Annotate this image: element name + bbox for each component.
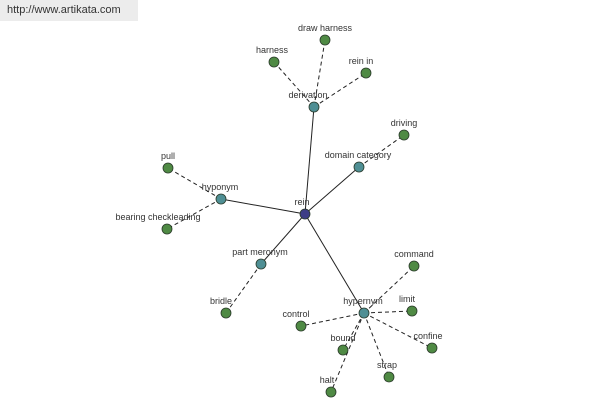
relation-edge bbox=[304, 213, 365, 314]
term-label: strap bbox=[377, 360, 397, 370]
term-edge bbox=[225, 263, 262, 314]
relation-node bbox=[255, 258, 267, 270]
center-node bbox=[299, 208, 311, 220]
term-label: pull bbox=[161, 151, 175, 161]
term-node bbox=[406, 305, 418, 317]
relation-label: part meronym bbox=[232, 247, 288, 257]
term-edge bbox=[313, 39, 326, 108]
relation-edge bbox=[304, 106, 315, 215]
term-node bbox=[162, 162, 174, 174]
term-node bbox=[426, 342, 438, 354]
term-edge bbox=[273, 61, 315, 108]
term-node bbox=[337, 344, 349, 356]
relation-label: hypernym bbox=[343, 296, 383, 306]
term-node bbox=[408, 260, 420, 272]
header: http://www.artikata.com bbox=[0, 0, 138, 21]
term-edge bbox=[363, 310, 413, 314]
relation-node bbox=[215, 193, 227, 205]
relation-node bbox=[353, 161, 365, 173]
term-label: limit bbox=[399, 294, 415, 304]
center-label: rein bbox=[294, 197, 309, 207]
term-label: command bbox=[394, 249, 434, 259]
term-node bbox=[360, 67, 372, 79]
term-node bbox=[220, 307, 232, 319]
term-label: halt bbox=[320, 375, 335, 385]
term-node bbox=[268, 56, 280, 68]
term-edge bbox=[363, 312, 433, 349]
relation-edge bbox=[304, 166, 360, 215]
relation-label: derivation bbox=[288, 90, 327, 100]
term-edge bbox=[363, 265, 415, 314]
term-label: control bbox=[282, 309, 309, 319]
term-node bbox=[319, 34, 331, 46]
term-edge bbox=[363, 312, 390, 378]
term-node bbox=[398, 129, 410, 141]
term-label: bridle bbox=[210, 296, 232, 306]
term-label: confine bbox=[413, 331, 442, 341]
term-label: bearing checkleading bbox=[115, 212, 200, 222]
term-label: bound bbox=[330, 333, 355, 343]
relation-label: hyponym bbox=[202, 182, 239, 192]
term-node bbox=[325, 386, 337, 398]
relation-node bbox=[308, 101, 320, 113]
relation-node bbox=[358, 307, 370, 319]
term-label: driving bbox=[391, 118, 418, 128]
site-url[interactable]: http://www.artikata.com bbox=[7, 4, 121, 16]
term-edge bbox=[358, 134, 405, 168]
term-node bbox=[161, 223, 173, 235]
term-edge bbox=[167, 167, 222, 200]
term-node bbox=[383, 371, 395, 383]
term-edge bbox=[166, 198, 222, 230]
term-label: harness bbox=[256, 45, 289, 55]
term-node bbox=[295, 320, 307, 332]
term-edge bbox=[313, 72, 367, 108]
term-label: rein in bbox=[349, 56, 374, 66]
term-edge bbox=[342, 312, 365, 351]
relation-label: domain category bbox=[325, 150, 392, 160]
term-edge bbox=[300, 312, 365, 327]
term-label: draw harness bbox=[298, 23, 353, 33]
relation-edge bbox=[260, 213, 306, 265]
relation-edge bbox=[220, 198, 306, 215]
